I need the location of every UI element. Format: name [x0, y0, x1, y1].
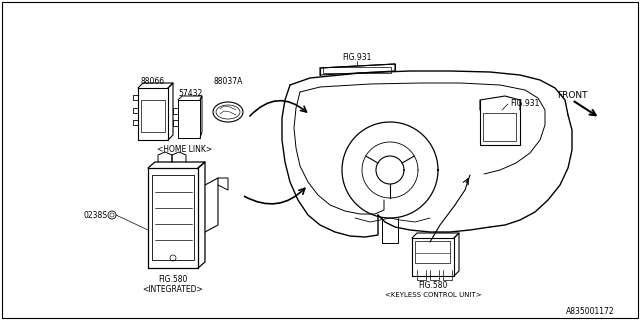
Text: A835001172: A835001172: [566, 308, 614, 316]
Bar: [141, 100, 165, 132]
Bar: [415, 241, 450, 263]
Text: FRONT: FRONT: [557, 92, 588, 100]
Text: 88037A: 88037A: [213, 77, 243, 86]
Text: 88066: 88066: [141, 77, 165, 86]
Text: 57432: 57432: [178, 89, 202, 98]
Text: FIG.931: FIG.931: [342, 53, 372, 62]
Text: FIG.580: FIG.580: [158, 276, 188, 284]
Text: <HOME LINK>: <HOME LINK>: [157, 146, 212, 155]
Bar: [152, 175, 194, 260]
Bar: [483, 113, 516, 141]
Bar: [323, 67, 391, 73]
Text: FIG.580: FIG.580: [419, 281, 448, 290]
Text: <INTEGRATED>: <INTEGRATED>: [143, 285, 204, 294]
Text: 0238S: 0238S: [83, 211, 107, 220]
Text: FIG.931: FIG.931: [510, 99, 540, 108]
Text: <KEYLESS CONTROL UNIT>: <KEYLESS CONTROL UNIT>: [385, 292, 481, 298]
